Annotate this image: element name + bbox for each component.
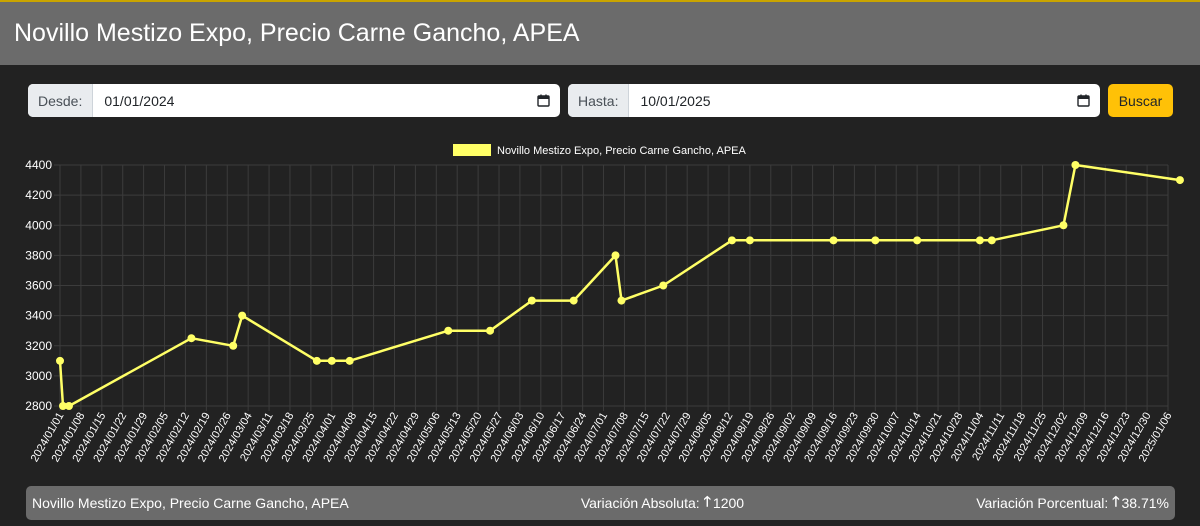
calendar-icon[interactable] — [1066, 84, 1100, 117]
data-point — [527, 296, 536, 305]
legend-swatch — [453, 144, 491, 156]
x-axis: 2024/01/012024/01/082024/01/152024/01/22… — [29, 410, 1175, 464]
from-date-field: Desde: 01/01/2024 — [28, 84, 560, 117]
y-tick-label: 3800 — [25, 248, 52, 262]
chart-series — [56, 161, 1184, 410]
data-point — [444, 326, 453, 335]
summary-bar: Novillo Mestizo Expo, Precio Carne Ganch… — [26, 486, 1175, 520]
page-title: Novillo Mestizo Expo, Precio Carne Ganch… — [14, 19, 580, 47]
percent-variation: Variación Porcentual: 🡑 38.71% — [976, 491, 1169, 515]
to-date-input[interactable]: 10/01/2025 — [640, 92, 711, 109]
chart-grid — [54, 164, 1169, 411]
y-axis: 2800 3000 3200 3400 3600 3800 4000 4200 4400 — [25, 158, 52, 413]
data-point — [58, 402, 67, 410]
y-tick-label: 3400 — [25, 309, 52, 323]
data-point — [871, 236, 880, 245]
data-point — [64, 402, 73, 410]
data-point — [345, 356, 354, 365]
y-tick-label: 3600 — [25, 279, 52, 293]
data-point — [975, 236, 984, 245]
y-tick-label: 4000 — [25, 218, 52, 232]
search-button[interactable]: Buscar — [1108, 84, 1173, 117]
absolute-variation: Variación Absoluta: 🡑 1200 — [581, 491, 744, 515]
data-point — [1059, 221, 1068, 230]
series-line — [58, 163, 1181, 408]
data-point — [913, 236, 922, 245]
to-date-label: Hasta: — [568, 84, 630, 117]
data-point — [1175, 176, 1184, 185]
data-point — [187, 334, 196, 343]
price-line-chart: 2800 3000 3200 3400 3600 3800 4000 4200 4400 202… — [25, 144, 1184, 464]
data-point — [611, 251, 620, 260]
absolute-variation-label: Variación Absoluta: — [580, 495, 700, 511]
summary-series-name: Novillo Mestizo Expo, Precio Carne Ganch… — [32, 495, 349, 511]
y-tick-label: 4200 — [25, 188, 52, 202]
data-point — [56, 356, 64, 365]
from-date-input[interactable]: 01/01/2024 — [104, 92, 175, 109]
data-point — [727, 236, 736, 245]
data-point — [312, 356, 321, 365]
legend-label: Novillo Mestizo Expo, Precio Carne Ganch… — [497, 145, 747, 157]
data-point — [617, 296, 626, 305]
percent-variation-value: 38.71% — [1121, 495, 1169, 511]
to-date-field: Hasta: 10/01/2025 — [568, 84, 1100, 117]
y-tick-label: 4400 — [25, 158, 52, 172]
arrow-up-icon: 🡑 — [1112, 493, 1120, 509]
chart-legend[interactable]: Novillo Mestizo Expo, Precio Carne Ganch… — [453, 144, 747, 157]
y-tick-label: 3200 — [25, 339, 52, 353]
data-point — [745, 236, 754, 245]
percent-variation-label: Variación Porcentual: — [976, 495, 1109, 511]
data-point — [569, 296, 578, 305]
data-point — [987, 236, 996, 245]
data-point — [238, 311, 247, 320]
data-point — [829, 236, 838, 245]
data-point — [659, 281, 668, 290]
arrow-up-icon: 🡑 — [703, 493, 711, 509]
page-header: Novillo Mestizo Expo, Precio Carne Ganch… — [0, 2, 1200, 65]
absolute-variation-value: 1200 — [712, 495, 745, 511]
y-tick-label: 2800 — [25, 399, 52, 413]
data-point — [1071, 161, 1080, 169]
from-date-label: Desde: — [28, 84, 94, 117]
y-tick-label: 3000 — [25, 369, 52, 383]
calendar-icon[interactable] — [526, 84, 560, 117]
header-accent-line — [0, 0, 1200, 2]
data-point — [486, 326, 495, 335]
data-point — [327, 356, 336, 365]
data-point — [229, 341, 238, 350]
